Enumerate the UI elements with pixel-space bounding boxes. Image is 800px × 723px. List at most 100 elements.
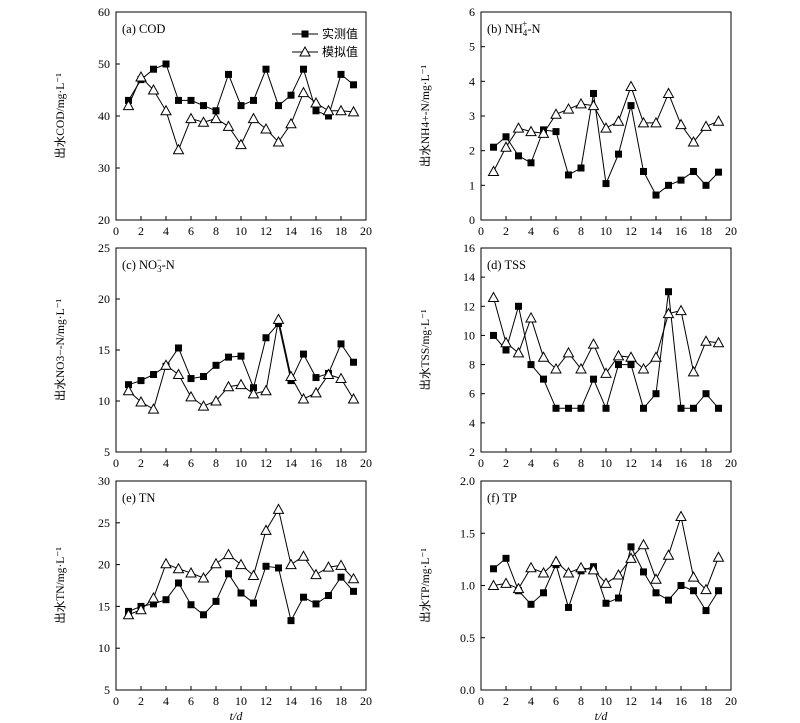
panel-c: 0 2 4 6 8 10 12 14 16 18 20 5 10 15 20 25 (c) NO3−-N 出水NO… [53,241,372,470]
measured-point [212,107,220,115]
x-tick-label: 2 [138,694,144,708]
simulated-point [347,105,360,117]
measured-point [552,404,560,412]
simulated-point [562,103,575,114]
y-axis-label-c: 出水NO3−-N/mg·L⁻¹ [53,298,67,401]
x-tick-label: 4 [163,224,169,238]
simulated-point [172,562,185,574]
series-line [493,93,719,196]
y-tick-label: 3 [469,109,475,123]
measured-point [590,89,597,97]
simulated-point [550,108,562,119]
measured-point [312,374,320,382]
simulated-point [335,104,347,116]
measured-point [175,96,182,104]
simulated-point [562,566,575,578]
measured-point [677,176,685,184]
simulated-point [612,115,625,126]
measured-point [275,102,282,110]
x-tick-label: 6 [188,224,194,238]
measured-point [527,159,535,167]
simulated-point [625,552,637,563]
measured-point [212,361,220,369]
x-tick-label: 14 [285,694,297,708]
simulated-series-c [122,313,360,414]
simulated-point [662,87,675,98]
simulated-point [272,503,285,514]
y-tick-label: 0 [469,213,475,227]
measured-point [677,404,685,412]
plot-frame [115,480,367,691]
measured-point [187,96,195,104]
measured-point [350,587,357,595]
measured-point [312,107,320,115]
measured-point [527,600,535,608]
x-tick-label: 18 [700,694,712,708]
simulated-point [285,558,297,570]
x-tick-label: 14 [650,456,662,470]
simulated-point [500,577,512,588]
simulated-point [625,351,637,362]
legend-label: 实测值 [322,26,358,41]
x-tick-label: 6 [188,694,194,708]
measured-point [287,617,295,625]
measured-point [627,102,635,110]
measured-point [262,562,270,570]
y-tick-label: 6 [469,5,475,19]
plot-frame [480,11,732,221]
simulated-point [335,372,347,384]
measured-point [702,181,710,189]
simulated-series-a [122,70,360,155]
x-tick-label: 8 [213,224,219,238]
measured-point [490,565,497,573]
simulated-point [272,313,285,324]
measured-point [150,65,157,73]
measured-point [690,167,697,175]
measured-point [250,599,257,607]
measured-point [237,589,245,597]
x-tick-label: 8 [213,456,219,470]
simulated-point [637,362,650,374]
measured-point [237,102,245,110]
measured-point [615,361,622,369]
x-tick-label: 16 [675,456,687,470]
measured-point [212,597,220,605]
measured-point [490,143,497,151]
x-tick-label: 0 [478,224,484,238]
measured-point [615,594,622,602]
simulated-point [537,351,550,362]
simulated-point [235,378,247,390]
measured-point [602,404,610,412]
x-tick-label: 20 [360,224,372,238]
panel-a: 0 2 4 6 8 10 12 14 16 18 20 20 30 40 50 60 (a) COD 出水COD/… [53,5,372,238]
measured-point [490,331,497,339]
simulated-point [600,367,612,378]
y-tick-label: 10 [98,394,110,408]
x-tick-label: 20 [360,456,372,470]
simulated-point [612,569,625,580]
y-tick-label: 15 [98,343,110,357]
simulated-point [222,548,235,560]
x-tick-label: 2 [503,224,509,238]
y-axis-label-b: 出水NH4+-N/mg·L⁻¹ [418,64,432,167]
measured-point [690,404,697,412]
x-tick-label: 10 [600,456,612,470]
x-tick-label: 20 [725,456,737,470]
simulated-point [235,558,247,570]
y-axis-label-e: 出水TN/mg·L⁻¹ [53,547,67,624]
simulated-point [537,566,550,578]
simulated-point [575,97,587,109]
x-tick-label: 0 [113,224,119,238]
measured-point [262,334,270,342]
y-tick-label: 20 [98,558,110,572]
measured-point [337,340,345,348]
measured-point [350,358,357,366]
y-tick-label: 1.5 [460,526,475,540]
simulated-point [675,510,687,522]
simulated-point [700,120,712,131]
simulated-point [222,120,235,131]
measured-point [515,152,522,160]
x-tick-label: 8 [578,224,584,238]
